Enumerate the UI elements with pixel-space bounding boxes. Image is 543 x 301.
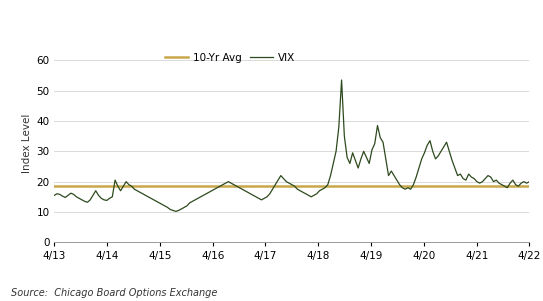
Text: Source:  Chicago Board Options Exchange: Source: Chicago Board Options Exchange <box>11 288 217 298</box>
Text: CBOE Volatility Index: VIX: CBOE Volatility Index: VIX <box>7 12 220 27</box>
Legend: 10-Yr Avg, VIX: 10-Yr Avg, VIX <box>161 48 300 67</box>
Y-axis label: Index Level: Index Level <box>22 114 32 173</box>
